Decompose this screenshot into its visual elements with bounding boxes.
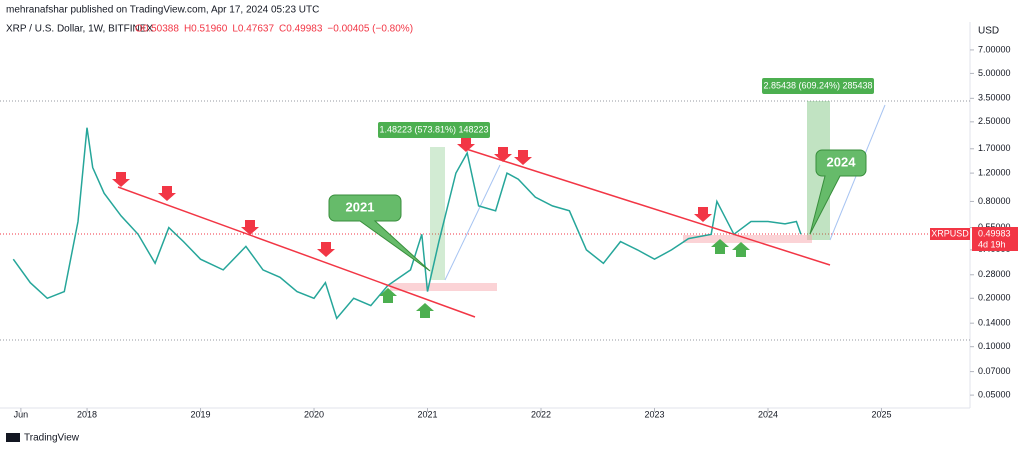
y-tick-label: 0.20000 bbox=[978, 293, 1011, 303]
measure-label: 2.85438 (609.24%) 285438 bbox=[763, 80, 872, 90]
symbol-tag bbox=[930, 228, 970, 240]
y-tick-label: 0.55000 bbox=[978, 222, 1011, 232]
price-tag-label: 0.49983 bbox=[978, 228, 1011, 238]
measure-box bbox=[430, 147, 445, 280]
ohlc-value: C0.49983 bbox=[279, 24, 323, 35]
y-tick-label: 5.00000 bbox=[978, 68, 1011, 78]
projection bbox=[444, 164, 501, 281]
price-tag bbox=[972, 227, 1018, 251]
logo bbox=[6, 433, 20, 442]
x-tick-label: 2019 bbox=[191, 409, 211, 419]
x-tick-label: Jun bbox=[14, 409, 29, 419]
down-arrows bbox=[112, 137, 712, 257]
x-tick-label: 2022 bbox=[531, 409, 551, 419]
ohlc-value: H0.51960 bbox=[184, 24, 228, 35]
ohlc-value: −0.00405 (−0.80%) bbox=[327, 24, 413, 35]
zone bbox=[390, 283, 497, 291]
y-tick-label: 0.28000 bbox=[978, 269, 1011, 279]
y-tick-label: 0.10000 bbox=[978, 341, 1011, 351]
callout bbox=[328, 194, 431, 272]
measure-label: 1.48223 (573.81%) 148223 bbox=[379, 124, 488, 134]
y-tick-label: 2.50000 bbox=[978, 116, 1011, 126]
countdown: 4d 19h bbox=[978, 239, 1006, 249]
y-tick-label: 0.05000 bbox=[978, 389, 1011, 399]
y-tick-label: 0.14000 bbox=[978, 318, 1011, 328]
trend-line bbox=[462, 147, 831, 266]
callout-label: 2021 bbox=[346, 199, 375, 214]
measure-label-box bbox=[762, 78, 874, 94]
x-tick-label: 2020 bbox=[304, 409, 324, 419]
y-tick-label: 1.70000 bbox=[978, 143, 1011, 153]
price-line bbox=[12, 127, 802, 320]
x-tick-label: 2024 bbox=[758, 409, 778, 419]
up-arrows bbox=[379, 239, 750, 318]
y-tick-label: 1.20000 bbox=[978, 167, 1011, 177]
ohlc-values: O0.50388 H0.51960 L0.47637 C0.49983 −0.00405… bbox=[135, 24, 413, 35]
currency: USD bbox=[978, 26, 999, 37]
trend-line bbox=[117, 186, 476, 318]
y-tick-label: 7.00000 bbox=[978, 44, 1011, 54]
x-tick-label: 2018 bbox=[77, 409, 97, 419]
x-tick-label: 2021 bbox=[418, 409, 438, 419]
y-tick-label: 3.50000 bbox=[978, 93, 1011, 103]
brand: TradingView bbox=[24, 433, 80, 444]
symbol-info: XRP / U.S. Dollar, 1W, BITFINEX bbox=[6, 24, 153, 35]
x-tick-label: 2023 bbox=[644, 409, 664, 419]
y-tick-label: 0.80000 bbox=[978, 196, 1011, 206]
ohlc-value: L0.47637 bbox=[232, 24, 274, 35]
y-tick-label: 0.07000 bbox=[978, 366, 1011, 376]
ohlc-value: O0.50388 bbox=[135, 24, 179, 35]
publish-info: mehranafshar published on TradingView.co… bbox=[6, 5, 319, 16]
x-tick-label: 2025 bbox=[871, 409, 891, 419]
measure-label-box bbox=[378, 122, 490, 138]
callout-label: 2024 bbox=[827, 154, 857, 169]
symbol-tag-label: XRPUSD bbox=[931, 228, 969, 238]
callout bbox=[809, 149, 867, 235]
